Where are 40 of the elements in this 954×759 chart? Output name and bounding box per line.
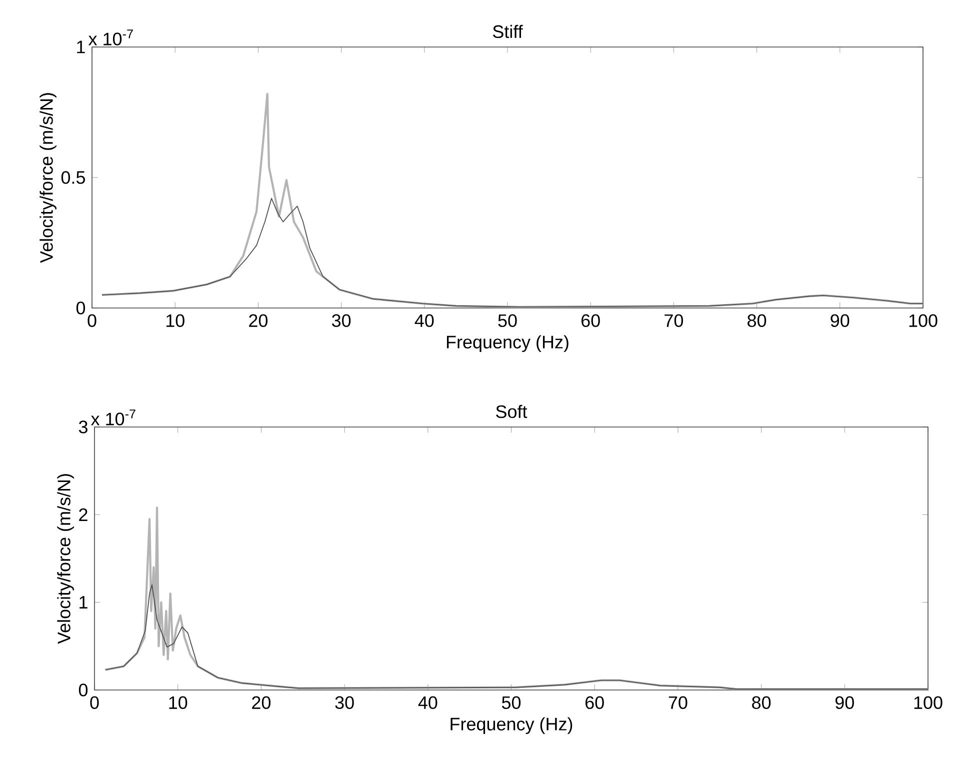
y-tick-label: 0.5 [61,171,85,184]
x-tick-label: 60 [582,314,600,327]
line-series [100,92,923,308]
x-tick-label: 10 [166,314,184,327]
x-tick-label: 80 [748,314,766,327]
x-tick-label: 100 [914,696,942,709]
x-tick-label: 50 [498,314,517,327]
x-tick-label: 50 [502,696,521,709]
line-series [102,198,923,308]
x-tick-label: 40 [418,696,438,709]
x-tick-label: 0 [90,696,99,709]
x-tick-label: 70 [664,314,684,327]
x-tick-label: 60 [586,696,604,709]
y-tick-label: 1 [80,596,88,609]
y-tick-label: 3 [78,420,88,434]
y-tick-label: 0 [76,302,86,314]
y-axis-title: Velocity/force (m/s/N) [57,474,74,644]
line-series [104,584,928,690]
x-tick-label: 30 [332,314,351,327]
x-tick-label: 20 [249,314,268,327]
chart-title: Soft [496,404,528,418]
y-axis-title: Velocity/force (m/s/N) [40,93,56,263]
x-tick-label: 90 [830,314,850,327]
x-tick-label: 20 [252,696,271,709]
x-tick-label: 100 [909,314,938,327]
x-axis-title: Frequency (Hz) [446,335,568,352]
y-tick-label: 0 [78,684,88,696]
y-tick-label: 1 [77,40,85,54]
text: x 10$^{-7}$ [90,410,136,426]
x-axis-title: Frequency (Hz) [450,717,572,734]
y-tick-label: 2 [79,508,88,521]
x-tick-label: 40 [414,314,434,327]
x-tick-label: 0 [88,314,96,327]
x-tick-label: 30 [335,696,354,709]
x-tick-label: 70 [668,696,688,709]
text: x 10$^{-7}$ [88,30,133,46]
x-tick-label: 80 [752,696,771,709]
x-tick-label: 10 [169,696,188,709]
x-tick-label: 90 [835,696,854,709]
chart-title: Stiff [492,24,523,38]
